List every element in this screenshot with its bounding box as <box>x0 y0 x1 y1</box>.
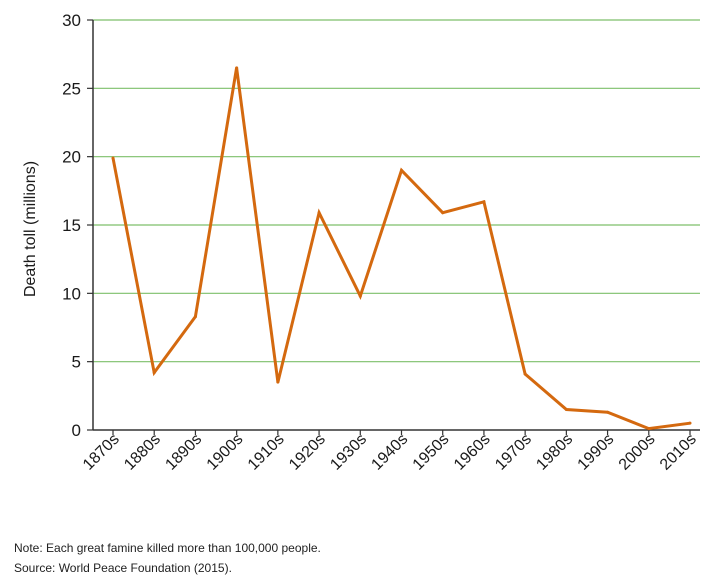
data-point <box>235 66 239 70</box>
death-toll-line <box>111 67 691 431</box>
data-point <box>317 211 321 215</box>
x-tick-label: 1870s <box>80 431 123 474</box>
data-point <box>688 421 692 425</box>
data-point <box>276 380 280 384</box>
gridlines <box>93 19 700 363</box>
y-tick-labels: 0 5 10 15 20 25 30 <box>62 11 81 440</box>
data-point <box>606 410 610 414</box>
data-point <box>523 372 527 376</box>
y-tick-label: 30 <box>62 11 81 30</box>
x-tick-label: 1990s <box>575 431 618 474</box>
y-tick-label: 20 <box>62 148 81 167</box>
x-tick-labels: 1870s1880s1890s1900s1910s1920s1930s1940s… <box>80 431 700 474</box>
source-text: Source: World Peace Foundation (2015). <box>14 561 232 575</box>
note-text: Note: Each great famine killed more than… <box>14 541 321 555</box>
data-point <box>111 156 115 160</box>
data-point <box>564 408 568 411</box>
x-tick-label: 1900s <box>204 431 247 474</box>
data-point <box>193 315 197 319</box>
y-tick-label: 10 <box>62 284 81 303</box>
x-tick-label: 1890s <box>162 431 205 474</box>
axes <box>87 19 700 435</box>
chart-notes: Note: Each great famine killed more than… <box>14 538 321 578</box>
x-tick-label: 2010s <box>657 431 700 474</box>
x-tick-label: 1880s <box>121 431 164 474</box>
x-tick-label: 1950s <box>410 431 453 474</box>
x-tick-label: 1930s <box>327 431 370 474</box>
x-tick-label: 1970s <box>492 431 535 474</box>
data-point <box>400 168 403 172</box>
series-line <box>111 66 692 431</box>
y-tick-label: 15 <box>62 216 81 235</box>
x-tick-label: 2000s <box>616 431 659 474</box>
data-point <box>647 427 651 431</box>
x-tick-label: 1940s <box>368 431 411 474</box>
y-tick-label: 25 <box>62 79 81 98</box>
y-tick-label: 5 <box>72 353 81 372</box>
x-tick-label: 1960s <box>451 431 494 474</box>
y-tick-label: 0 <box>72 421 81 440</box>
data-point <box>482 200 486 204</box>
x-tick-label: 1980s <box>533 431 576 474</box>
data-point <box>152 371 156 375</box>
y-axis-title: Death toll (millions) <box>22 161 39 297</box>
x-tick-label: 1910s <box>245 431 288 474</box>
data-point <box>358 294 362 298</box>
data-point <box>441 211 445 215</box>
x-tick-label: 1920s <box>286 431 329 474</box>
